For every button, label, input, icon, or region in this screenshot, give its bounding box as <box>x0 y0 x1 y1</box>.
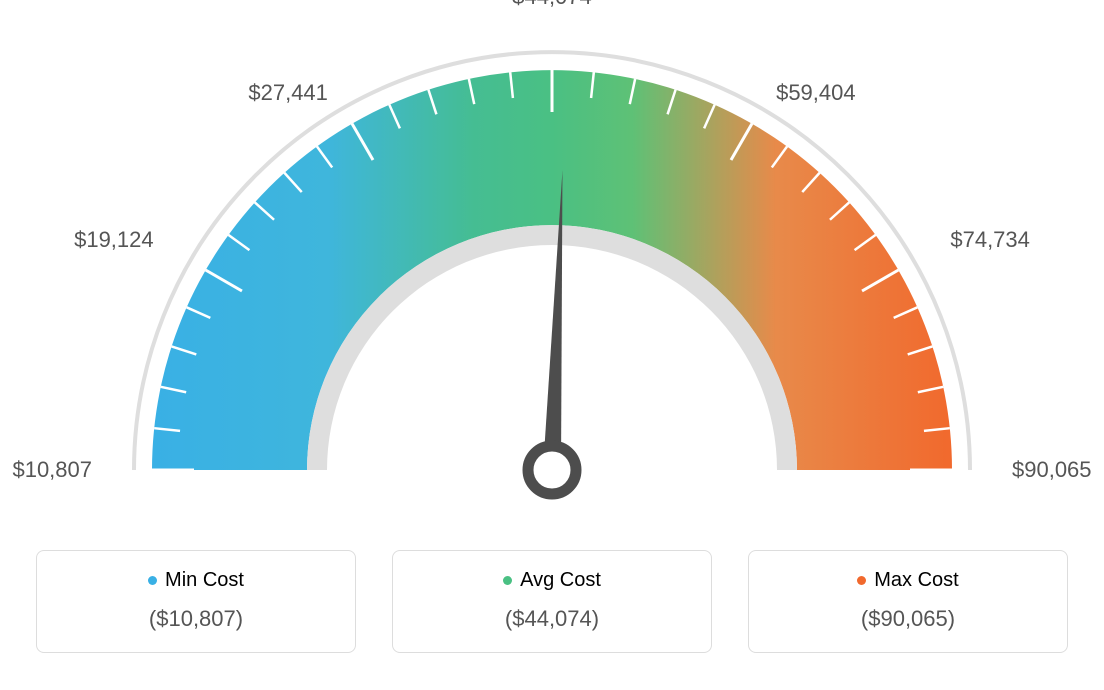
legend-title-avg-text: Avg Cost <box>520 569 601 591</box>
legend-dot-max <box>857 576 866 585</box>
legend-card-max: Max Cost ($90,065) <box>748 550 1068 653</box>
legend-value-max: ($90,065) <box>759 606 1057 632</box>
gauge-tick-label: $44,074 <box>512 0 592 10</box>
legend-title-max: Max Cost <box>759 569 1057 592</box>
gauge-tick-label: $74,734 <box>950 227 1030 253</box>
legend-value-min: ($10,807) <box>47 606 345 632</box>
legend-dot-min <box>148 576 157 585</box>
legend-title-max-text: Max Cost <box>874 569 958 591</box>
gauge-chart: $10,807 $19,124 $27,441 $44,074 $59,404 $74,7… <box>0 0 1104 540</box>
gauge-tick-label: $19,124 <box>74 227 154 253</box>
gauge-svg <box>0 0 1104 540</box>
legend-value-avg: ($44,074) <box>403 606 701 632</box>
legend-title-min: Min Cost <box>47 569 345 592</box>
legend-dot-avg <box>503 576 512 585</box>
gauge-tick-label: $27,441 <box>248 80 328 106</box>
gauge-tick-label: $59,404 <box>776 80 856 106</box>
legend-card-avg: Avg Cost ($44,074) <box>392 550 712 653</box>
gauge-tick-label: $10,807 <box>12 457 92 483</box>
legend-card-min: Min Cost ($10,807) <box>36 550 356 653</box>
gauge-tick-label: $90,065 <box>1012 457 1092 483</box>
legend-title-avg: Avg Cost <box>403 569 701 592</box>
legend-row: Min Cost ($10,807) Avg Cost ($44,074) Ma… <box>0 540 1104 653</box>
legend-title-min-text: Min Cost <box>165 569 244 591</box>
